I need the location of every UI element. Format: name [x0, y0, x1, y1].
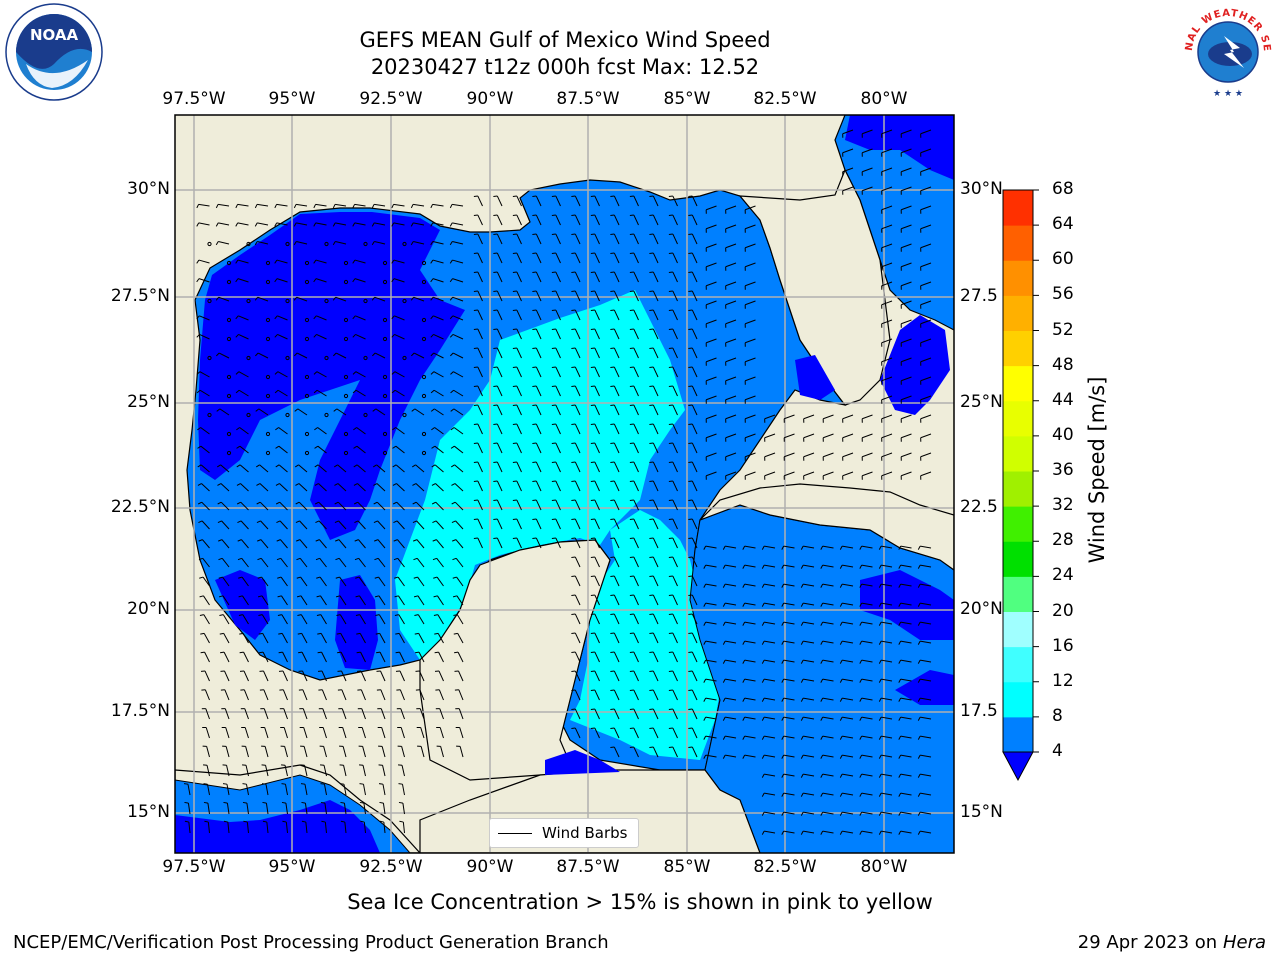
cuba — [699, 483, 954, 571]
footer-branch: NCEP/EMC/Verification Post Processing Pr… — [13, 932, 609, 953]
lat-tick-right: 22.5 — [960, 497, 998, 517]
svg-text:★ ★ ★: ★ ★ ★ — [1213, 89, 1243, 99]
lon-tick-bottom: 90°W — [466, 857, 514, 877]
colorbar-tick-label: 40 — [1052, 424, 1074, 445]
lon-tick-bottom: 82.5°W — [753, 857, 817, 877]
colorbar-tick-label: 36 — [1052, 460, 1074, 480]
lon-tick-bottom: 95°W — [268, 857, 316, 877]
wind-barbs-legend: Wind Barbs — [489, 818, 639, 848]
lat-tick-right: 27.5 — [960, 286, 998, 306]
colorbar-tick-label: 68 — [1052, 179, 1074, 199]
colorbar-segment — [1003, 435, 1033, 472]
colorbar-segment — [1003, 471, 1033, 507]
colorbar-segment — [1003, 365, 1033, 402]
footer-date-text: 29 Apr 2023 on — [1077, 932, 1218, 953]
gulf-low-wind-sw — [215, 570, 270, 640]
lat-tick-left: 20°N — [127, 599, 170, 619]
gulf-low-wind-s — [335, 575, 378, 670]
legend-line-swatch — [498, 832, 532, 834]
colorbar-tick-label: 64 — [1052, 214, 1074, 235]
lat-tick-left: 17.5°N — [110, 701, 170, 721]
nws-logo: NATIONAL WEATHER SERVICE ★ ★ ★ — [1173, 0, 1278, 102]
lon-tick-top: 85°W — [663, 89, 711, 109]
florida-keys-low — [795, 355, 835, 400]
lat-tick-left: 22.5°N — [110, 497, 170, 517]
lat-tick-left: 15°N — [127, 802, 170, 822]
colorbar-segment — [1003, 400, 1033, 437]
caribbean-low-wind-2 — [895, 670, 954, 705]
colorbar-tick-label: 44 — [1052, 389, 1074, 410]
andros-low-wind — [880, 315, 950, 415]
wind-barbs — [183, 129, 932, 835]
colorbar-tick-label: 52 — [1052, 319, 1074, 340]
graticule — [175, 115, 954, 853]
florida — [738, 168, 891, 406]
colorbar-tick-label: 60 — [1052, 249, 1074, 270]
colorbar-segment — [1003, 295, 1033, 331]
gulf-low-wind-nw — [198, 212, 465, 540]
noaa-logo-text: NOAA — [30, 26, 79, 44]
colorbar-segment — [1003, 611, 1033, 648]
sea-ice-caption: Sea Ice Concentration > 15% is shown in … — [347, 890, 933, 914]
lon-tick-top: 82.5°W — [753, 89, 817, 109]
lat-tick-left: 27.5°N — [110, 286, 170, 306]
honduras-low-wind — [545, 750, 620, 775]
lon-tick-top: 80°W — [860, 89, 908, 109]
lon-tick-top: 92.5°W — [359, 89, 423, 109]
lon-tick-bottom: 92.5°W — [359, 857, 423, 877]
colorbar-segment — [1003, 225, 1033, 261]
colorbar-tick-label: 56 — [1052, 284, 1074, 305]
colorbar-segment — [1003, 716, 1033, 753]
colorbar-segment — [1003, 541, 1033, 577]
colorbar-tick-label: 16 — [1052, 635, 1074, 656]
colorbar-segment — [1003, 260, 1033, 296]
lat-tick-right: 30°N — [960, 179, 1003, 199]
colorbar-segment — [1003, 330, 1033, 367]
lon-tick-bottom: 87.5°W — [556, 857, 620, 877]
colorbar-tick-label: 28 — [1052, 530, 1074, 551]
lon-tick-top: 90°W — [466, 89, 514, 109]
colorbar-segment — [1003, 681, 1033, 718]
lat-tick-left: 30°N — [127, 179, 170, 199]
colorbar-tick-label: 20 — [1052, 600, 1074, 621]
lon-tick-top: 87.5°W — [556, 89, 620, 109]
lat-tick-right: 17.5 — [960, 701, 998, 721]
colorbar-segment — [1003, 576, 1033, 612]
noaa-logo: NOAA — [4, 2, 104, 102]
lon-tick-bottom: 80°W — [860, 857, 908, 877]
colorbar-segment — [1003, 506, 1033, 542]
atlantic-water — [834, 115, 954, 331]
title-line-1: GEFS MEAN Gulf of Mexico Wind Speed — [359, 28, 771, 52]
lat-tick-right: 20°N — [960, 599, 1003, 619]
legend-label: Wind Barbs — [542, 824, 628, 842]
colorbar-tick-label: 12 — [1052, 670, 1074, 691]
colorbar-segment — [1003, 646, 1033, 683]
lat-tick-right: 25°N — [960, 392, 1003, 412]
colorbar-tick-label: 24 — [1052, 565, 1074, 586]
colorbar-tick-label: 32 — [1052, 495, 1074, 516]
colorbar-tick-label: 48 — [1052, 354, 1074, 375]
colorbar-tick-label: 8 — [1052, 705, 1063, 726]
colorbar-segment — [1003, 190, 1033, 226]
colorbar-title: Wind Speed [m/s] — [1085, 376, 1109, 564]
lon-tick-top: 97.5°W — [162, 89, 226, 109]
title-line-2: 20230427 t12z 000h fcst Max: 12.52 — [370, 55, 760, 79]
lon-tick-top: 95°W — [268, 89, 316, 109]
footer-date: 29 Apr 2023 on Hera — [1078, 932, 1266, 953]
lat-tick-left: 25°N — [127, 392, 170, 412]
colorbar — [1002, 189, 1039, 782]
map-frame — [174, 114, 955, 854]
lon-tick-bottom: 85°W — [663, 857, 711, 877]
lat-tick-right: 15°N — [960, 802, 1003, 822]
footer-machine: Hera — [1222, 932, 1266, 953]
colorbar-tick-label: 4 — [1052, 741, 1063, 761]
lon-tick-bottom: 97.5°W — [162, 857, 226, 877]
